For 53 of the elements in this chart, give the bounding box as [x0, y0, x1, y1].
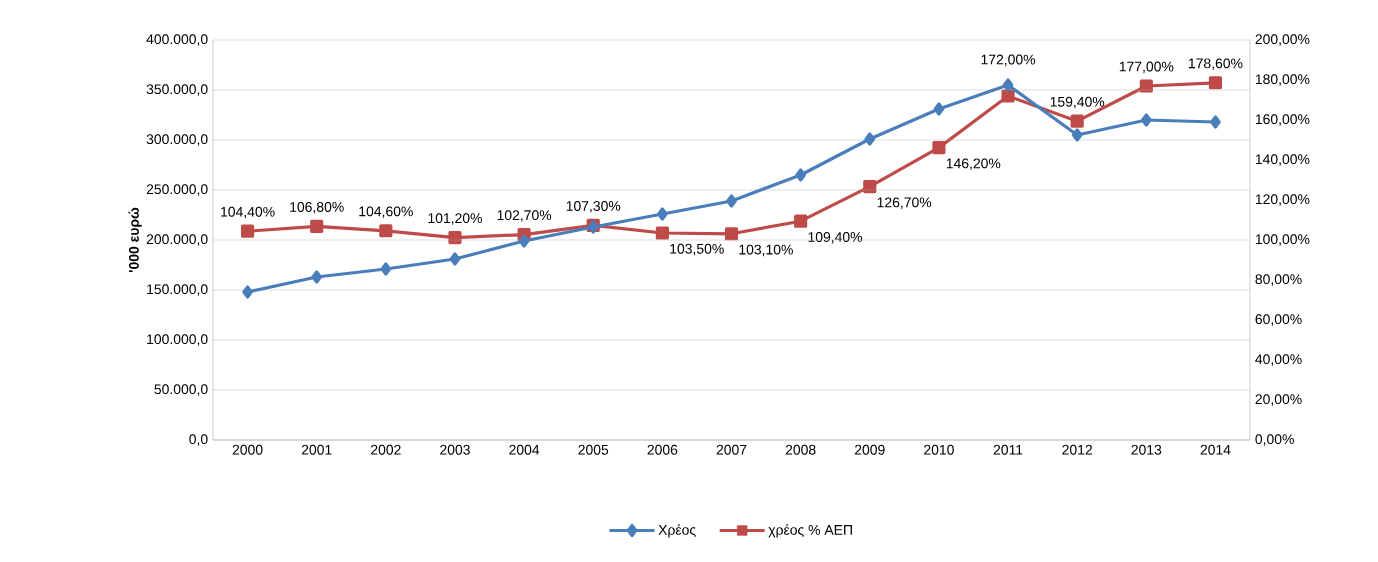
data-label: 178,60% [1188, 58, 1243, 70]
y-tick-label: 100.000,0 [147, 334, 208, 346]
x-tick-label: 2009 [854, 444, 885, 455]
y2-tick-label: 200,00% [1255, 34, 1310, 46]
y2-tick-label: 120,00% [1255, 194, 1310, 206]
y2-tick-label: 140,00% [1255, 154, 1310, 166]
x-tick-label: 2008 [785, 444, 816, 455]
y-tick-label: 0,0 [189, 434, 208, 446]
x-tick-label: 2014 [1200, 444, 1231, 455]
y2-tick-label: 100,00% [1255, 234, 1310, 246]
x-tick-label: 2013 [1131, 444, 1162, 455]
data-label: 172,00% [981, 54, 1036, 67]
legend-label: Χρέος [658, 524, 696, 538]
data-label: 104,60% [359, 206, 413, 218]
data-label: 107,30% [566, 201, 621, 213]
x-tick-label: 2006 [647, 444, 678, 455]
x-tick-label: 2010 [924, 444, 954, 455]
y-tick-label: 150.000,0 [147, 284, 208, 296]
x-tick-label: 2011 [993, 444, 1023, 455]
x-tick-label: 2004 [509, 444, 540, 455]
y-tick-label: 400.000,0 [146, 34, 208, 46]
data-label: 102,70% [497, 210, 552, 222]
x-tick-label: 2003 [440, 444, 470, 455]
x-tick-label: 2002 [371, 444, 401, 455]
y-tick-label: 250.000,0 [146, 184, 208, 196]
y2-tick-label: 180,00% [1255, 74, 1310, 86]
y-tick-label: 200.000,0 [146, 234, 208, 246]
y-tick-label: 350.000,0 [146, 84, 208, 96]
y2-tick-label: 0,00% [1255, 434, 1294, 446]
x-tick-label: 2000 [232, 444, 263, 455]
y2-tick-label: 40,00% [1255, 354, 1302, 366]
x-tick-label: 2005 [578, 444, 609, 455]
data-label: 103,10% [739, 244, 793, 257]
data-label: 177,00% [1119, 61, 1174, 74]
x-tick-label: 2012 [1062, 444, 1092, 455]
y-axis-title: '000 ευρώ [128, 207, 142, 273]
y2-tick-label: 60,00% [1255, 314, 1302, 326]
y2-tick-label: 20,00% [1255, 394, 1302, 406]
y2-tick-label: 160,00% [1255, 114, 1310, 126]
y2-tick-label: 80,00% [1255, 274, 1302, 286]
legend-label: χρέος % ΑΕΠ [768, 524, 852, 538]
data-label: 104,40% [221, 206, 275, 219]
y-tick-label: 50.000,0 [154, 384, 208, 396]
data-label: 146,20% [946, 158, 1001, 170]
data-label: 106,80% [290, 202, 344, 214]
x-tick-label: 2007 [716, 444, 747, 455]
data-label: 101,20% [428, 213, 482, 225]
x-tick-label: 2001 [301, 444, 332, 455]
data-label: 159,40% [1050, 96, 1105, 109]
y-tick-label: 300.000,0 [146, 134, 208, 146]
data-label: 126,70% [877, 197, 932, 209]
data-label: 109,40% [808, 232, 863, 244]
data-label: 103,50% [670, 243, 724, 256]
